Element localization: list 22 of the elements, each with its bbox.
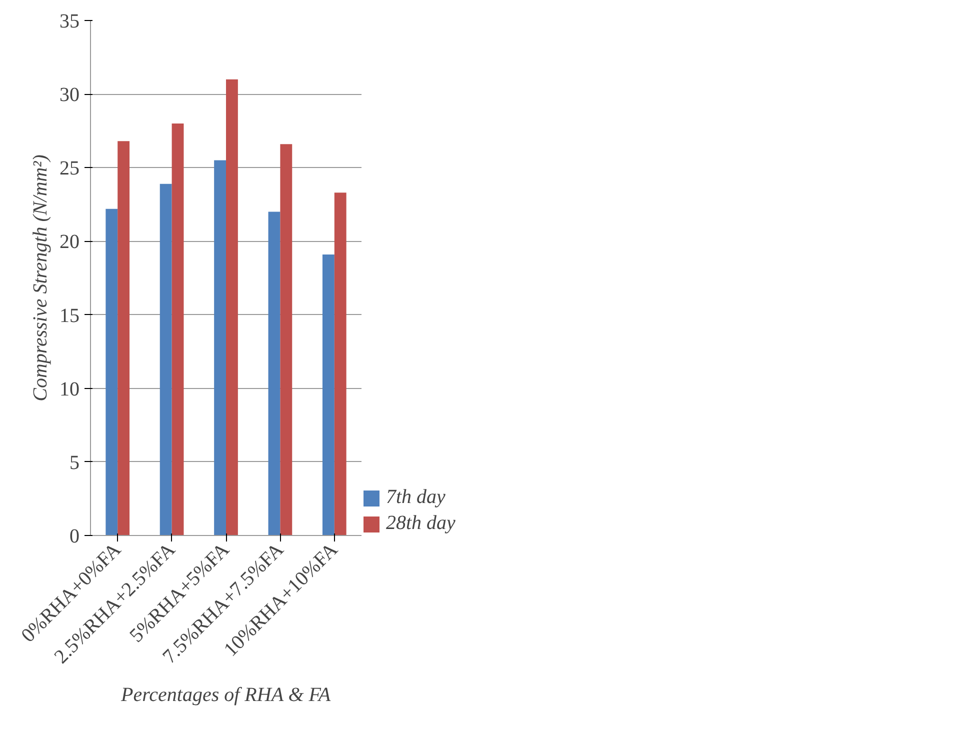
y-tick-label: 15 bbox=[60, 304, 80, 327]
bar bbox=[172, 124, 184, 536]
bar bbox=[268, 212, 280, 536]
bar bbox=[226, 79, 238, 536]
y-tick-label: 25 bbox=[60, 158, 80, 180]
y-tick-label: 0 bbox=[70, 526, 80, 548]
y-axis-title: Compressive Strength (N/mm²) bbox=[30, 154, 52, 402]
legend-label: 28th day bbox=[386, 512, 456, 535]
y-tick-label: 35 bbox=[60, 10, 80, 32]
y-tick-label: 30 bbox=[60, 84, 80, 106]
bar bbox=[334, 192, 346, 536]
x-axis-title: Percentages of RHA & FA bbox=[120, 684, 332, 706]
bar bbox=[118, 141, 130, 536]
bar bbox=[280, 144, 292, 536]
y-tick-label: 10 bbox=[60, 378, 80, 400]
legend-label: 7th day bbox=[386, 486, 446, 509]
y-tick-label: 20 bbox=[60, 231, 80, 254]
y-tick-label: 5 bbox=[70, 452, 80, 474]
bar bbox=[322, 254, 334, 536]
bar bbox=[106, 208, 118, 536]
bar bbox=[214, 160, 226, 536]
bar bbox=[160, 184, 172, 536]
